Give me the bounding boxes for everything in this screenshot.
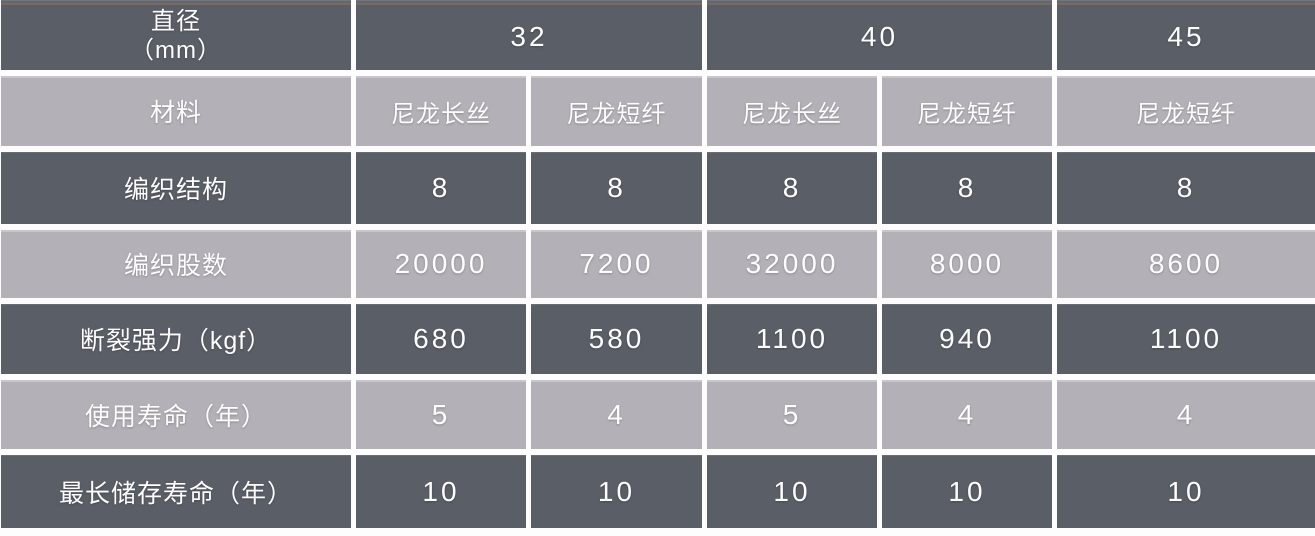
braid-structure-cell-1: 8: [356, 152, 526, 224]
row-label-braid-strands: 编织股数: [1, 230, 351, 298]
service-life-cell-1: 5: [356, 380, 526, 449]
braid-strands-cell-1: 20000: [356, 230, 526, 298]
row-label-breaking-strength: 断裂强力（kgf）: [1, 304, 351, 374]
braid-structure-cell-4: 8: [882, 152, 1052, 224]
storage-life-cell-2: 10: [531, 455, 702, 528]
header-diameter-label: 直径 （mm）: [1, 0, 351, 70]
breaking-strength-cell-3: 1100: [707, 304, 877, 374]
braid-strands-cell-4: 8000: [882, 230, 1052, 298]
braid-strands-cell-5: 8600: [1057, 230, 1315, 298]
braid-strands-cell-3: 32000: [707, 230, 877, 298]
material-cell-1: 尼龙长丝: [356, 76, 526, 146]
service-life-cell-3: 5: [707, 380, 877, 449]
breaking-strength-cell-1: 680: [356, 304, 526, 374]
storage-life-cell-5: 10: [1057, 455, 1315, 528]
material-cell-4: 尼龙短纤: [882, 76, 1052, 146]
storage-life-cell-3: 10: [707, 455, 877, 528]
service-life-cell-4: 4: [882, 380, 1052, 449]
braid-structure-cell-5: 8: [1057, 152, 1315, 224]
row-label-service-life: 使用寿命（年）: [1, 380, 351, 449]
row-label-material: 材料: [1, 76, 351, 146]
row-label-braid-structure: 编织结构: [1, 152, 351, 224]
breaking-strength-cell-4: 940: [882, 304, 1052, 374]
braid-structure-cell-3: 8: [707, 152, 877, 224]
material-cell-5: 尼龙短纤: [1057, 76, 1315, 146]
material-cell-2: 尼龙短纤: [531, 76, 702, 146]
row-label-storage-life: 最长储存寿命（年）: [1, 455, 351, 528]
storage-life-cell-1: 10: [356, 455, 526, 528]
material-cell-3: 尼龙长丝: [707, 76, 877, 146]
header-diameter-45: 45: [1057, 0, 1315, 70]
service-life-cell-2: 4: [531, 380, 702, 449]
header-diameter-32: 32: [356, 0, 702, 70]
breaking-strength-cell-5: 1100: [1057, 304, 1315, 374]
storage-life-cell-4: 10: [882, 455, 1052, 528]
service-life-cell-5: 4: [1057, 380, 1315, 449]
header-diameter-40: 40: [707, 0, 1052, 70]
braid-structure-cell-2: 8: [531, 152, 702, 224]
braid-strands-cell-2: 7200: [531, 230, 702, 298]
breaking-strength-cell-2: 580: [531, 304, 702, 374]
